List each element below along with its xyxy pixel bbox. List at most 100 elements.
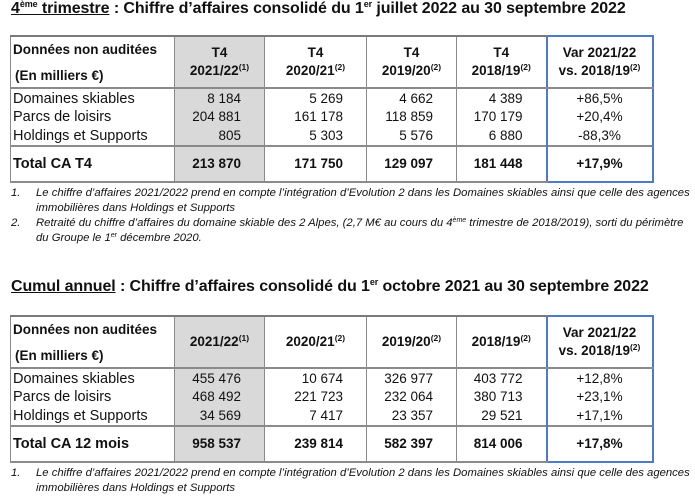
footnote-1: 1. Le chiffre d’affaires 2021/2022 prend… — [11, 186, 691, 216]
total-variation: +17,8% — [545, 424, 654, 463]
total-value: 213 870 — [174, 144, 265, 183]
footnote-ref: (2) — [334, 333, 346, 343]
column-header: T4 2018/19(2) — [456, 35, 547, 89]
row-label: Parcs de loisirs — [10, 388, 175, 407]
cell-value: 326 977 — [366, 368, 457, 388]
annual-title-text-2: octobre 2021 au 30 septembre 2022 — [378, 278, 649, 295]
footnote-text: Le chiffre d’affaires 2021/2022 prend en… — [36, 467, 690, 494]
footnote-ref: (2) — [334, 62, 346, 72]
footnote-number: 1. — [11, 187, 21, 199]
column-header: 2018/19(2) — [456, 315, 547, 369]
variation-value: +20,4% — [545, 108, 654, 127]
q4-title-underlined: 4ème trimestre — [11, 0, 110, 17]
annual-title-underlined: Cumul annuel — [11, 278, 116, 295]
cell-value: 4 389 — [456, 88, 547, 108]
total-value: 171 750 — [264, 144, 367, 183]
column-header: 2021/22(1) — [174, 315, 265, 369]
footnote-ref: (1) — [238, 62, 250, 72]
column-header-line1: T4 — [307, 45, 324, 60]
variation-value: +12,8% — [545, 368, 654, 388]
annual-title-sup: er — [369, 277, 379, 287]
cell-value: 380 713 — [456, 388, 547, 407]
q4-footnotes: 1. Le chiffre d’affaires 2021/2022 prend… — [11, 186, 691, 246]
variation-value: -88,3% — [545, 126, 654, 146]
footnote-1: 1. Le chiffre d’affaires 2021/2022 prend… — [11, 466, 691, 496]
cell-value: 5 269 — [264, 88, 367, 108]
q4-title-text: : Chiffre d’affaires consolidé du 1 — [109, 0, 364, 17]
row-label: Domaines skiables — [10, 88, 175, 108]
cell-value: 455 476 — [174, 368, 265, 388]
row-label: Holdings et Supports — [10, 406, 175, 426]
column-header-line2: 2019/20 — [381, 63, 431, 78]
column-header-line2: 2021/22 — [189, 63, 239, 78]
variation-column-header: Var 2021/22 vs. 2018/19(2) — [545, 35, 654, 89]
table-row: Domaines skiables 455 476 10 674 326 977… — [10, 368, 654, 388]
q4-title-sup: er — [363, 0, 373, 9]
footnote-ref: (2) — [430, 333, 442, 343]
column-header-line2: 2021/22 — [189, 334, 239, 349]
table-header-row: Données non auditées (En milliers €) T4 2… — [10, 35, 654, 89]
row-label: Domaines skiables — [10, 368, 175, 388]
table-row: Holdings et Supports 34 569 7 417 23 357… — [10, 406, 654, 426]
annual-title: Cumul annuel : Chiffre d’affaires consol… — [11, 278, 649, 296]
footnote-sup: ème — [452, 217, 467, 224]
column-header-line2: 2018/19 — [471, 334, 521, 349]
column-header-line2: 2018/19 — [471, 63, 521, 78]
table-row: Domaines skiables 8 184 5 269 4 662 4 38… — [10, 88, 654, 108]
cell-value: 5 303 — [264, 126, 367, 146]
table-row: Parcs de loisirs 468 492 221 723 232 064… — [10, 388, 654, 407]
column-header-line1: Var 2021/22 — [562, 325, 637, 340]
row-label: Holdings et Supports — [10, 126, 175, 146]
unit-label: (En milliers €) — [15, 68, 104, 83]
total-value: 129 097 — [366, 144, 457, 183]
footnote-2: 2. Retraité du chiffre d’affaires du dom… — [11, 216, 691, 246]
cell-value: 10 674 — [264, 368, 367, 388]
table-corner-cell: Données non auditées (En milliers €) — [10, 35, 175, 89]
variation-value: +17,1% — [545, 406, 654, 426]
q4-title: 4ème trimestre : Chiffre d’affaires cons… — [11, 0, 626, 18]
cell-value: 8 184 — [174, 88, 265, 108]
cell-value: 6 880 — [456, 126, 547, 146]
total-value: 582 397 — [366, 424, 457, 463]
column-header: 2020/21(2) — [264, 315, 367, 369]
annual-footnotes: 1. Le chiffre d’affaires 2021/2022 prend… — [11, 466, 691, 496]
column-header-line1: Var 2021/22 — [562, 45, 637, 60]
unit-label: (En milliers €) — [15, 348, 104, 363]
total-value: 181 448 — [456, 144, 547, 183]
total-value: 958 537 — [174, 424, 265, 463]
cell-value: 4 662 — [366, 88, 457, 108]
variation-column-header: Var 2021/22 vs. 2018/19(2) — [545, 315, 654, 369]
footnote-sup: er — [110, 232, 117, 239]
footnote-text-a: Retraité du chiffre d’affaires du domain… — [36, 217, 453, 229]
cell-value: 805 — [174, 126, 265, 146]
cell-value: 23 357 — [366, 406, 457, 426]
cell-value: 170 179 — [456, 108, 547, 127]
footnote-text-b: trimestre de 2018/2019), sorti du périmè… — [36, 217, 684, 244]
footnote-ref: (1) — [238, 333, 250, 343]
total-label: Total CA T4 — [10, 144, 175, 183]
total-row: Total CA T4 213 870 171 750 129 097 181 … — [10, 144, 654, 183]
footnote-ref: (2) — [430, 62, 442, 72]
annual-title-text: : Chiffre d’affaires consolidé du 1 — [115, 278, 370, 295]
column-header: T4 2021/22(1) — [174, 35, 265, 89]
column-header-line1: T4 — [403, 45, 420, 60]
footnote-ref: (2) — [629, 342, 641, 352]
q4-title-prefix: 4 — [11, 0, 20, 17]
footnote-text: Retraité du chiffre d’affaires du domain… — [36, 216, 691, 246]
cell-value: 34 569 — [174, 406, 265, 426]
cell-value: 468 492 — [174, 388, 265, 407]
cell-value: 161 178 — [264, 108, 367, 127]
total-value: 239 814 — [264, 424, 367, 463]
q4-title-text-2: juillet 2022 au 30 septembre 2022 — [372, 0, 626, 17]
column-header: 2019/20(2) — [366, 315, 457, 369]
column-header-line2: 2020/21 — [285, 334, 335, 349]
table-row: Holdings et Supports 805 5 303 5 576 6 8… — [10, 126, 654, 146]
footnote-number: 1. — [11, 467, 21, 479]
footnote-number: 2. — [11, 217, 21, 229]
footnote-text-c: décembre 2020. — [116, 232, 202, 244]
q4-title-underlined-text: trimestre — [37, 0, 110, 17]
column-header-line1: T4 — [493, 45, 510, 60]
cell-value: 403 772 — [456, 368, 547, 388]
footnote-ref: (2) — [520, 333, 531, 343]
footnote-ref: (2) — [520, 62, 531, 72]
